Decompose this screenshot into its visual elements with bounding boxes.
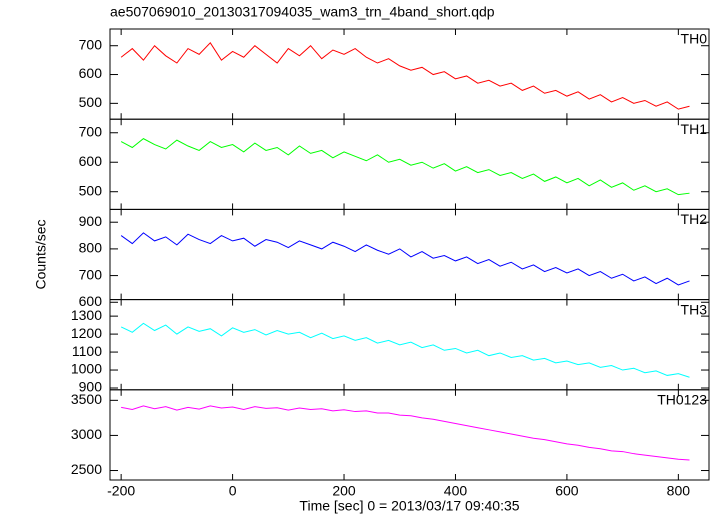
panel-label: TH3 xyxy=(681,301,708,317)
light-curve xyxy=(120,138,690,196)
panel-label: TH2 xyxy=(681,211,708,227)
y-tick-label: 600 xyxy=(79,65,103,81)
y-tick-label: 800 xyxy=(79,240,103,256)
y-tick-label: 3000 xyxy=(71,426,102,442)
panel-label: TH1 xyxy=(681,121,708,137)
y-tick-label: 3500 xyxy=(71,391,102,407)
y-tick-label: 1300 xyxy=(71,307,102,323)
panel-label: TH0123 xyxy=(657,392,707,408)
y-axis-label: Counts/sec xyxy=(33,219,49,289)
x-axis-label: Time [sec] 0 = 2013/03/17 09:40:35 xyxy=(299,498,519,514)
y-tick-label: 700 xyxy=(79,266,103,282)
y-tick-label: 900 xyxy=(79,213,103,229)
y-tick-label: 700 xyxy=(79,36,103,52)
panel-frame xyxy=(109,28,710,120)
y-tick-label: 900 xyxy=(79,379,103,395)
light-curve xyxy=(120,322,690,378)
x-tick-label: -200 xyxy=(107,483,135,499)
x-tick-label: 400 xyxy=(444,483,468,499)
y-tick-label: 600 xyxy=(79,153,103,169)
y-tick-label: 1100 xyxy=(72,343,102,359)
light-curve xyxy=(120,42,690,110)
panel-label: TH0 xyxy=(681,31,708,47)
light-curve xyxy=(120,232,690,286)
panel-frame xyxy=(109,299,710,391)
y-tick-label: 500 xyxy=(79,182,103,198)
chart-title: ae507069010_20130317094035_wam3_trn_4ban… xyxy=(110,4,495,20)
x-tick-label: 800 xyxy=(667,483,691,499)
x-tick-label: 200 xyxy=(332,483,356,499)
panel-frame xyxy=(109,389,710,481)
y-tick-label: 500 xyxy=(79,94,103,110)
panel-frame xyxy=(109,208,710,301)
y-tick-label: 1000 xyxy=(71,361,102,377)
x-tick-label: 600 xyxy=(555,483,579,499)
y-tick-label: 600 xyxy=(79,293,103,309)
light-curve xyxy=(121,405,690,461)
y-tick-label: 2500 xyxy=(71,461,102,477)
y-tick-label: 1200 xyxy=(71,325,102,341)
x-tick-label: 0 xyxy=(229,483,237,499)
y-tick-label: 700 xyxy=(79,123,103,139)
